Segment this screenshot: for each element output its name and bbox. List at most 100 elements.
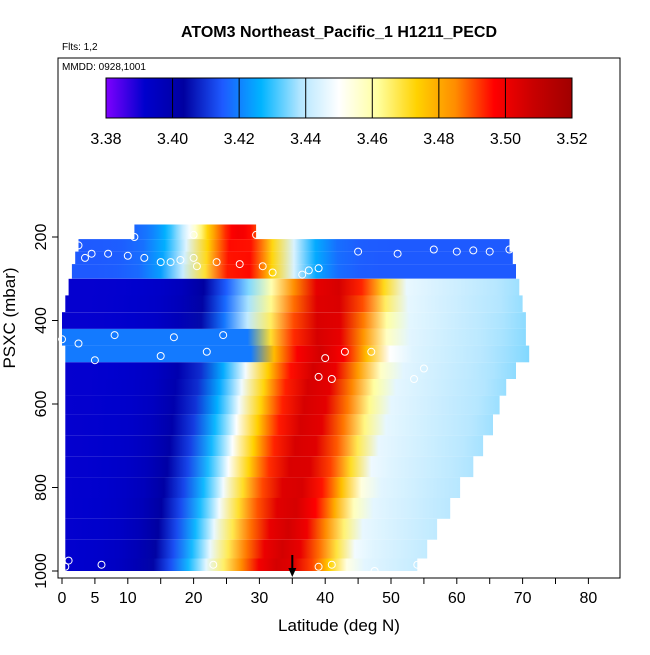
x-tick-label: 70 [514,590,532,607]
profile-point [123,251,132,260]
profile-point [235,260,244,269]
profile-point [268,268,277,277]
x-axis: 0 5 10 20 30 40 50 60 70 80 [58,578,598,607]
profile-point [110,331,119,340]
colorbar-gradient [105,77,573,119]
colorbar-tick-label: 3.50 [490,131,521,148]
heatmap-band [65,497,451,519]
y-tick-label: 1000 [33,553,50,589]
heatmap-band [71,264,517,279]
y-axis-label: PSXC (mbar) [0,267,19,368]
marker-head [288,568,297,577]
profile-point [64,556,73,565]
profile-point [370,567,379,575]
heatmap-band [65,362,517,379]
x-tick-label: 40 [316,590,334,607]
colorbar-tick-label: 3.52 [556,131,587,148]
heatmap-band [62,312,526,329]
heatmap-band [65,414,494,436]
heatmap-layer [62,224,530,571]
profile-point [140,253,149,262]
profile-point [81,253,89,262]
profile-point [410,375,418,383]
profile-point [156,352,165,360]
profile-point [104,249,113,258]
colorbar-tick-label: 3.46 [357,131,388,148]
profile-point [156,258,165,267]
heatmap-band [65,558,418,571]
heatmap-band [65,518,438,540]
flights-note: Flts: 1,2 [62,42,98,53]
y-tick-label: 800 [33,474,50,501]
profile-point [327,375,336,383]
profile-point [367,347,376,356]
profile-point [166,258,175,267]
profile-point [304,266,313,275]
heatmap-band [78,239,510,252]
profile-point [452,247,461,256]
profile-point [74,339,83,348]
x-tick-label: 10 [119,590,137,607]
profile-point [189,253,198,262]
profile-point [321,354,330,363]
x-tick-label: 50 [382,590,400,607]
heatmap-band [65,539,428,559]
profile-point [314,562,323,571]
heatmap-band [65,395,500,415]
latitude-marker-arrow [288,555,297,577]
profile-point [74,241,83,250]
heatmap-band [65,345,530,363]
profile-point [485,247,494,256]
profile-point [192,262,201,271]
x-tick-label: 0 [58,590,67,607]
x-tick-label: 60 [448,590,466,607]
profile-point [189,230,198,239]
profile-point [209,560,218,569]
profile-point [298,270,307,279]
profile-point [97,560,106,569]
heatmap-band [62,328,526,346]
profile-point [419,364,428,373]
x-tick-label: 80 [580,590,598,607]
profile-point [219,331,228,340]
profile-point [327,560,336,569]
profile-point [61,562,70,571]
heatmap-band [65,379,507,396]
profile-point [58,335,66,344]
colorbar: 3.38 3.40 3.42 3.44 3.46 3.48 3.50 3.52 [90,77,588,148]
profile-point [340,347,349,356]
profile-points [58,230,514,575]
colorbar-tick-label: 3.48 [423,131,454,148]
profile-point [90,356,99,365]
heatmap-band [68,278,520,296]
profile-point [314,372,323,381]
x-tick-label: 5 [90,590,99,607]
profile-point [202,347,211,356]
colorbar-tick-label: 3.40 [157,131,188,148]
y-tick-label: 400 [33,307,50,334]
chart-title: ATOM3 Northeast_Pacific_1 H1211_PECD [181,24,497,41]
colorbar-tick-label: 3.42 [224,131,255,148]
plot-frame [57,57,621,579]
profile-point [429,245,438,254]
y-tick-label: 600 [33,391,50,418]
profile-point [505,245,514,254]
x-tick-label: 20 [185,590,203,607]
profile-point [393,249,402,258]
heatmap-band [75,251,513,265]
profile-point [212,258,221,267]
heatmap-band [65,477,461,498]
profile-point [130,233,139,241]
heatmap-band [65,435,484,457]
profile-point [469,246,478,255]
profile-point [87,249,96,258]
profile-point [354,247,363,256]
profile-point [176,256,185,264]
y-axis: 200 400 600 800 1000 [33,224,58,589]
y-tick-label: 200 [33,224,50,251]
x-tick-label: 30 [251,590,269,607]
heatmap-band [65,295,523,313]
dates-note: MMDD: 0928,1001 [62,62,146,73]
